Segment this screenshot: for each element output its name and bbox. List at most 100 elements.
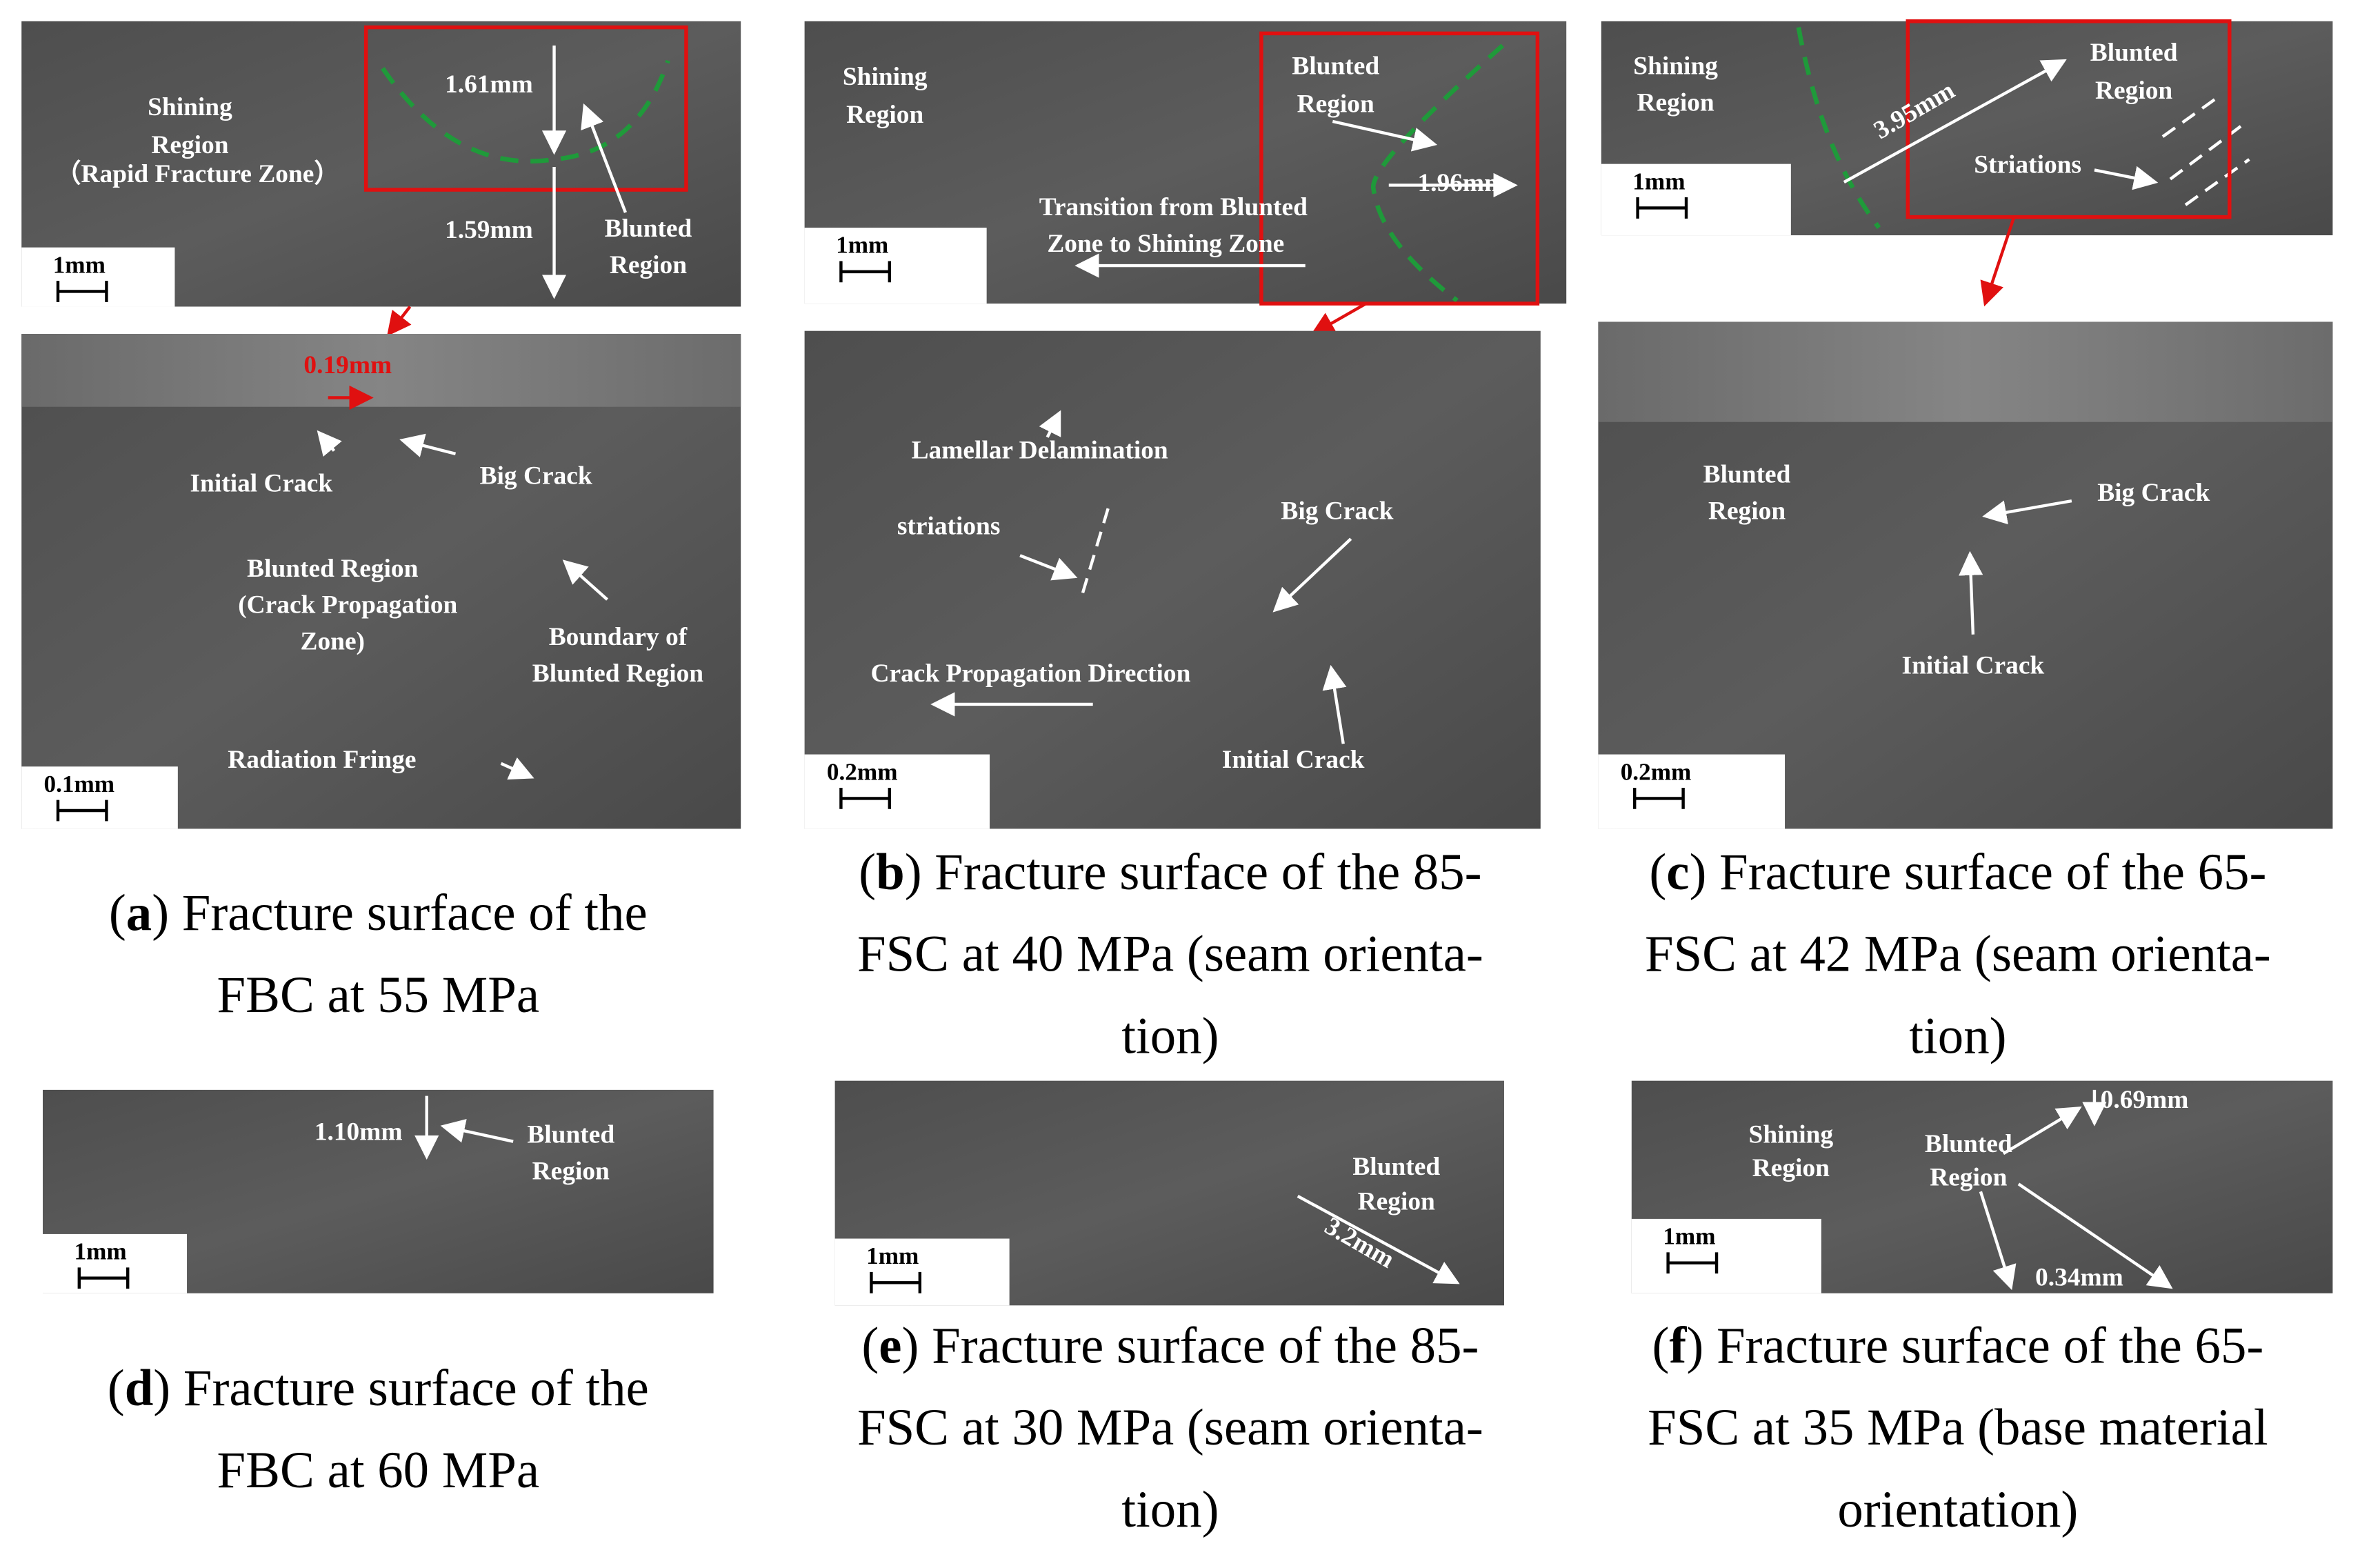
scale-box [21,766,178,829]
annotation: Blunted [1292,52,1379,81]
scale-box [43,1233,188,1293]
caption-line: (f) Fracture surface of the 65- [1652,1318,2264,1375]
caption-text: ( [859,844,876,901]
annotation: Region [846,101,923,129]
scale-box [21,247,175,307]
micrograph: Shining Region Blunted Region 0.69mm 0.34mm 1m… [1631,1080,2333,1293]
annotation: Initial Crack [1902,652,2045,680]
caption-text: ( [1649,844,1666,901]
annotation: Initial Crack [190,470,333,498]
caption-text: ( [861,1318,879,1375]
caption-line: tion) [1121,1481,1219,1538]
boundary-curve [1370,43,1504,303]
annotation: 1.61mm [445,70,533,99]
annotation: Region [610,251,687,279]
annotation: Shining [1633,52,1718,81]
caption-line: FBC at 60 MPa [217,1442,540,1499]
caption-line: FBC at 55 MPa [217,966,540,1024]
caption-text: FBC at 60 MPa [217,1442,540,1499]
scale-label: 1mm [1663,1223,1715,1250]
caption-text: ) Fracture surface of the 65- [1690,844,2267,901]
caption-text: tion) [1909,1008,2006,1065]
arrow [1979,1191,2017,1291]
zoom-box [1906,19,2232,219]
annotation: Big Crack [2097,479,2210,507]
annotation: Crack Propagation Direction [871,659,1191,688]
micrograph: 0.19mm Initial Crack Big Crack Blunted Regi… [21,334,741,829]
scale-box [804,228,987,304]
annotation: Blunted Region [247,555,418,583]
scale-label: 1mm [1632,168,1685,195]
scale-bar [77,1267,130,1289]
annotation: (Crack Propagation [238,591,457,619]
caption-text: ) Fracture surface of the 85- [905,844,1482,901]
scale-label: 0.2mm [827,758,898,785]
sem-image [804,330,1541,829]
arrow [500,757,534,780]
arrow [2017,1182,2173,1289]
scale-bar [1633,788,1685,809]
caption-text: ( [1652,1318,1670,1375]
caption-line: FSC at 30 MPa (seam orienta- [857,1399,1483,1456]
scale-bar [870,1271,922,1293]
scale-bar [1666,1252,1719,1274]
caption-line: (b) Fracture surface of the 85- [859,844,1481,901]
arrow [1843,59,2067,183]
annotation: Blunted [1703,460,1791,488]
annotation: Striations [1974,151,2081,179]
caption-text: ) Fracture surface of the [153,1360,649,1417]
rough-band [1598,321,2333,422]
annotation: Region [1752,1154,1830,1182]
caption-line: (c) Fracture surface of the 65- [1649,844,2266,901]
caption-line: FSC at 40 MPa (seam orienta- [857,926,1483,983]
arrow [1019,554,1078,581]
caption-text: FBC at 55 MPa [217,966,540,1024]
scale-label: 1mm [866,1242,919,1269]
caption-text: ( [108,1360,125,1417]
zoom-arrow [1310,302,1367,336]
arrow [1982,499,2072,525]
caption-line: tion) [1121,1008,1219,1065]
scale-bar [56,800,108,822]
caption-line: (a) Fracture surface of the [109,884,648,942]
caption-text: d [125,1360,154,1417]
caption-text: FSC at 35 MPa (base material [1648,1399,2268,1456]
micrograph: Shining Region Blunted Region 1.96mm Transiti… [804,21,1567,336]
caption-text: c [1666,844,1689,901]
annotation: Boundary of [549,623,688,651]
caption-line: (e) Fracture surface of the 85- [861,1318,1479,1375]
annotation: 1.59mm [445,216,533,244]
annotation: Zone) [301,628,365,656]
annotation: Shining [1749,1121,1834,1149]
zoom-box [1259,31,1540,306]
arrow [1297,1194,1460,1284]
annotation: Region [532,1157,610,1185]
caption-line: FSC at 42 MPa (seam orienta- [1645,926,2271,983]
annotation: Big Crack [480,462,592,490]
caption-line: (d) Fracture surface of the [108,1360,649,1417]
caption-line: tion) [1909,1008,2006,1065]
caption-text: a [126,884,152,942]
zoom-arrow [1980,216,2016,307]
zoom-box [363,25,688,192]
annotation: 1.96mm [1418,169,1506,197]
caption-text: FSC at 40 MPa (seam orienta- [857,926,1483,983]
arrow [399,433,457,457]
caption-text: tion) [1121,1008,1219,1065]
arrow [1332,119,1438,152]
annotation: Region [1637,88,1714,117]
scale-bar [839,261,892,283]
caption-text: ) Fracture surface of the [152,884,647,942]
micrograph: Blunted Region Big Crack Initial Crack 0.2mm [1598,321,2333,829]
sem-image [21,334,741,829]
caption-text: ( [109,884,126,942]
arrow [581,103,628,213]
scale-label: 0.2mm [1621,758,1692,785]
scale-box [1601,163,1791,236]
caption-text: FSC at 42 MPa (seam orienta- [1645,926,2271,983]
arrow [317,430,342,457]
annotation: （Rapid Fracture Zone） [55,159,340,188]
annotation: Blunted [2090,39,2178,67]
annotation: Region [151,131,228,159]
